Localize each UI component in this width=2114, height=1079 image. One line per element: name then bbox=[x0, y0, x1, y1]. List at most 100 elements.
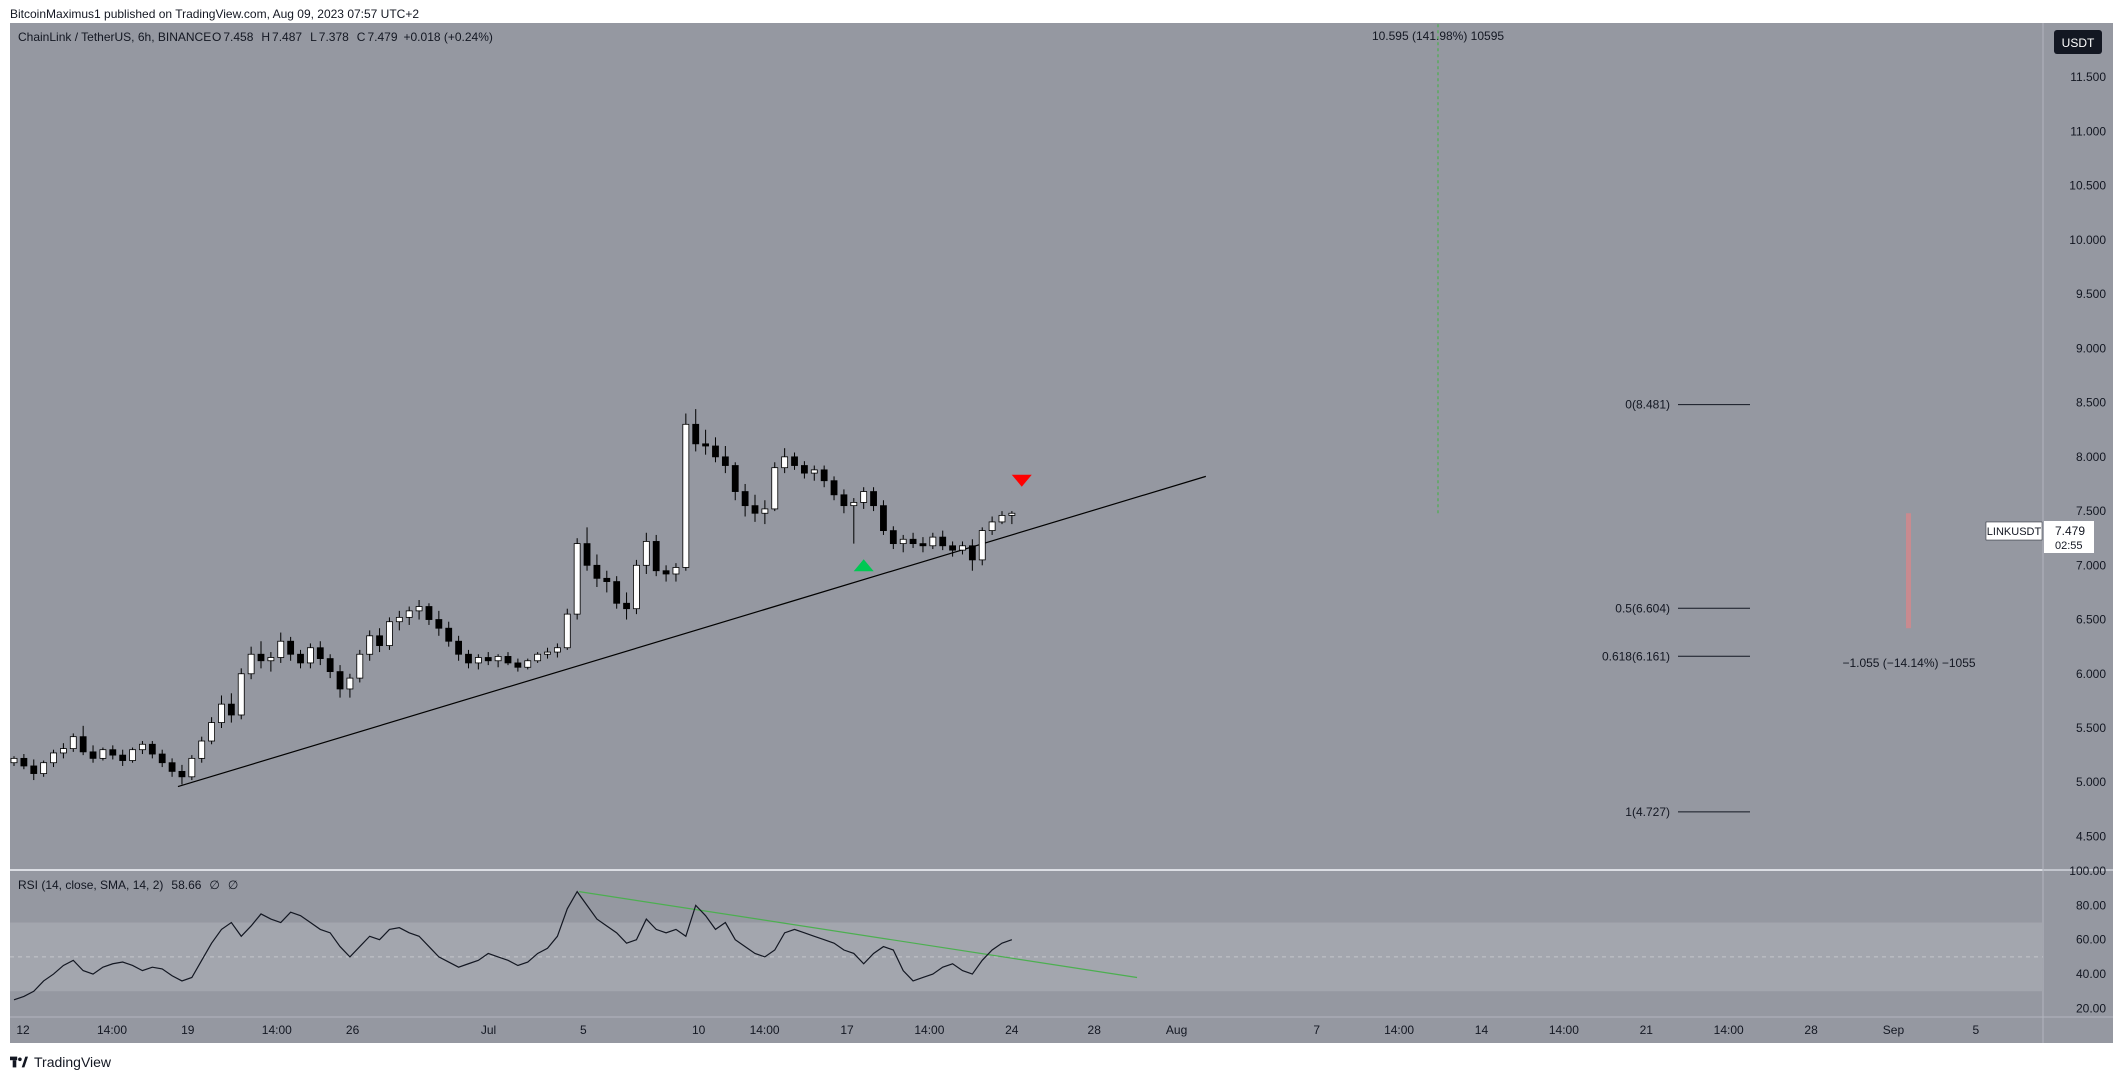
candle-body bbox=[573, 543, 581, 615]
candle bbox=[1008, 511, 1016, 525]
candle-body bbox=[889, 530, 897, 545]
axis-layer: 11.500 11.000 10.500 10.000 9.500 9.000 8.500 8… bbox=[16, 70, 2106, 1037]
candle bbox=[544, 647, 551, 659]
candle-body bbox=[20, 757, 28, 767]
candle bbox=[89, 745, 97, 763]
candle bbox=[148, 741, 156, 759]
candle bbox=[909, 532, 917, 548]
candle bbox=[781, 448, 789, 474]
legend-o-value: 7.458 bbox=[223, 30, 253, 44]
time-tick-label: 28 bbox=[1088, 1023, 1102, 1037]
candle-body bbox=[554, 647, 561, 653]
candle bbox=[30, 759, 38, 781]
candle-body bbox=[603, 577, 611, 582]
candle bbox=[504, 652, 512, 666]
candle-body bbox=[642, 541, 650, 566]
candle-body bbox=[929, 536, 937, 547]
candle-body bbox=[524, 660, 532, 668]
candle-body bbox=[30, 765, 38, 774]
rsi-legend-label: RSI (14, close, SMA, 14, 2) bbox=[18, 878, 163, 892]
candle-body bbox=[544, 651, 551, 655]
tradingview-logo-icon bbox=[10, 1056, 28, 1068]
candle bbox=[435, 610, 443, 636]
rsi-band-layer bbox=[10, 922, 2043, 992]
price-chart[interactable]: ChainLink / TetherUS, 6h, BINANCE O 7.458… bbox=[10, 23, 2113, 1043]
candle bbox=[583, 527, 591, 571]
candle bbox=[563, 608, 571, 650]
rsi-tick-label: 60.00 bbox=[2076, 933, 2106, 947]
candle bbox=[554, 643, 561, 658]
candle bbox=[850, 498, 858, 544]
candle bbox=[10, 756, 18, 766]
candle-body bbox=[583, 543, 591, 566]
currency-button[interactable]: USDT bbox=[2054, 30, 2102, 54]
candle-body bbox=[652, 541, 660, 572]
candle bbox=[623, 592, 630, 620]
time-tick-label: 14 bbox=[1475, 1023, 1489, 1037]
candle bbox=[830, 476, 838, 501]
candle-body bbox=[465, 653, 472, 664]
candle bbox=[771, 462, 779, 512]
price-tag-price: 7.479 bbox=[2055, 524, 2085, 538]
candle-body bbox=[731, 465, 739, 492]
legend-c-label: C bbox=[357, 30, 366, 44]
legend-h-value: 7.487 bbox=[272, 30, 302, 44]
candle-body bbox=[751, 505, 759, 514]
legend-h-label: H bbox=[261, 30, 270, 44]
candle bbox=[880, 500, 887, 535]
candle-body bbox=[188, 757, 196, 778]
candle-body bbox=[988, 521, 996, 531]
fib-level-label: 0.5(6.604) bbox=[1615, 601, 1670, 615]
candle bbox=[425, 603, 433, 625]
candle bbox=[445, 621, 453, 647]
candle-body bbox=[326, 658, 334, 672]
candle-layer bbox=[10, 409, 1016, 785]
price-tag: LINKUSDT 7.479 02:55 bbox=[1985, 521, 2094, 553]
candle bbox=[484, 652, 492, 666]
candle-body bbox=[633, 564, 640, 610]
time-tick-label: 24 bbox=[1005, 1023, 1019, 1037]
rsi-tick-label: 40.00 bbox=[2076, 967, 2106, 981]
candle-body bbox=[109, 749, 117, 756]
candle bbox=[692, 409, 700, 452]
candle-body bbox=[880, 505, 887, 531]
candle bbox=[336, 665, 344, 698]
price-tick-label: 8.500 bbox=[2076, 396, 2106, 410]
candle-body bbox=[445, 627, 453, 642]
candle bbox=[603, 570, 611, 593]
candle-body bbox=[386, 621, 393, 646]
price-axis-background bbox=[2043, 23, 2113, 1017]
price-tick-label: 7.000 bbox=[2076, 558, 2106, 572]
time-tick-label: 28 bbox=[1804, 1023, 1818, 1037]
candle bbox=[494, 654, 502, 668]
candle bbox=[356, 649, 364, 683]
candle bbox=[741, 483, 749, 517]
time-axis-background bbox=[10, 1017, 2113, 1043]
candle-body bbox=[415, 606, 423, 612]
candle-body bbox=[672, 567, 680, 575]
candle bbox=[474, 654, 482, 670]
candle-body bbox=[89, 751, 97, 759]
candle bbox=[810, 465, 818, 481]
candle-body bbox=[919, 543, 927, 547]
candle bbox=[712, 437, 719, 463]
rsi-line bbox=[13, 890, 1013, 1001]
candle bbox=[899, 534, 907, 553]
chart-frame[interactable]: ChainLink / TetherUS, 6h, BINANCE O 7.458… bbox=[10, 23, 2113, 1043]
candle bbox=[178, 764, 186, 785]
candle-body bbox=[178, 770, 186, 778]
candle bbox=[99, 747, 107, 761]
candle-body bbox=[1008, 512, 1016, 516]
candle bbox=[801, 461, 808, 479]
candle-body bbox=[119, 754, 127, 761]
candle bbox=[60, 743, 67, 759]
candle bbox=[978, 527, 986, 566]
candle-body bbox=[129, 749, 136, 761]
candle bbox=[593, 554, 601, 587]
candle bbox=[277, 632, 285, 663]
candle-body bbox=[297, 653, 304, 664]
candle bbox=[652, 534, 660, 577]
candle bbox=[158, 749, 166, 768]
price-tick-label: 5.500 bbox=[2076, 721, 2106, 735]
rsi-trendline bbox=[579, 891, 1138, 979]
